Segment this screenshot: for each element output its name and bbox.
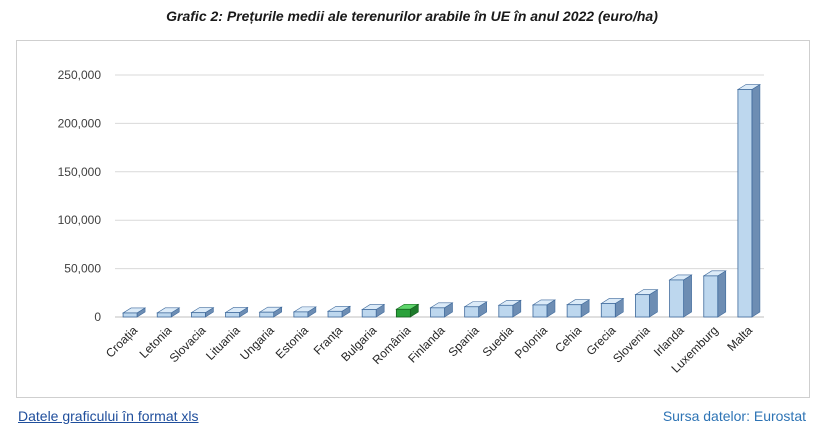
x-tick-label: Estonia — [273, 323, 311, 361]
y-tick-label: 150,000 — [58, 165, 102, 179]
bar — [395, 303, 420, 318]
bar — [292, 306, 317, 318]
bar — [566, 299, 591, 318]
x-tick-label: România — [370, 323, 414, 367]
bar-front — [566, 304, 582, 318]
bar — [122, 307, 147, 318]
bar-front — [361, 309, 377, 318]
bar — [361, 303, 386, 318]
bar — [224, 306, 249, 318]
x-tick-label: Spania — [445, 323, 482, 360]
y-tick-label: 100,000 — [58, 213, 102, 227]
bar — [600, 297, 625, 318]
bar — [429, 302, 454, 318]
bar-front — [430, 307, 445, 318]
bar-front — [156, 312, 172, 318]
bar-front — [464, 306, 480, 318]
bar-front — [703, 275, 719, 318]
bar-front — [190, 312, 206, 318]
bar-front — [395, 308, 411, 318]
bar — [326, 305, 352, 318]
bar-side — [683, 274, 692, 318]
bar — [463, 301, 488, 318]
x-tick-label: Slovacia — [167, 323, 209, 365]
x-tick-label: Polonia — [512, 323, 550, 361]
bar — [258, 306, 283, 318]
x-tick-label: Malta — [724, 323, 755, 354]
bar-side — [717, 270, 727, 318]
bar-front — [259, 311, 275, 318]
bar — [497, 299, 522, 318]
bar-front — [225, 312, 240, 318]
x-tick-label: Lituania — [203, 323, 243, 363]
x-tick-label: Finlanda — [405, 323, 448, 366]
x-tick-label: Suedia — [480, 323, 517, 360]
x-tick-label: Ungaria — [237, 323, 277, 363]
data-source-label: Sursa datelor: Eurostat — [662, 408, 806, 424]
bar-side — [751, 83, 761, 318]
chart-frame: 0 50,000 100,000 150,000 200,000 250,000 Croaț… — [16, 40, 810, 398]
bar-chart: 0 50,000 100,000 150,000 200,000 250,000 Croaț… — [58, 68, 764, 376]
y-tick-label: 50,000 — [64, 262, 101, 276]
bar-front — [669, 279, 685, 318]
x-tick-label: Slovenia — [610, 323, 653, 366]
bar-front — [600, 303, 616, 318]
bar — [190, 307, 215, 318]
bar-front — [532, 304, 548, 318]
bar-front — [498, 304, 514, 318]
bar-front — [293, 311, 309, 318]
bar — [531, 299, 557, 318]
bar-front — [635, 294, 650, 318]
bar — [702, 270, 727, 318]
x-tick-label: Cehia — [552, 323, 584, 355]
bar-front — [737, 89, 753, 318]
bar — [668, 274, 693, 318]
chart-title: Grafic 2: Prețurile medii ale terenurilo… — [166, 8, 658, 24]
y-tick-label: 0 — [94, 310, 101, 324]
bar — [156, 307, 181, 318]
bar — [736, 83, 761, 318]
x-tick-label: Croația — [103, 323, 140, 360]
bar-front — [122, 312, 138, 318]
chart-data-xls-link[interactable]: Datele graficului în format xls — [18, 408, 199, 424]
bar-front — [327, 310, 343, 318]
y-tick-label: 200,000 — [58, 116, 102, 130]
y-tick-label: 250,000 — [58, 68, 102, 82]
bar — [634, 289, 659, 318]
